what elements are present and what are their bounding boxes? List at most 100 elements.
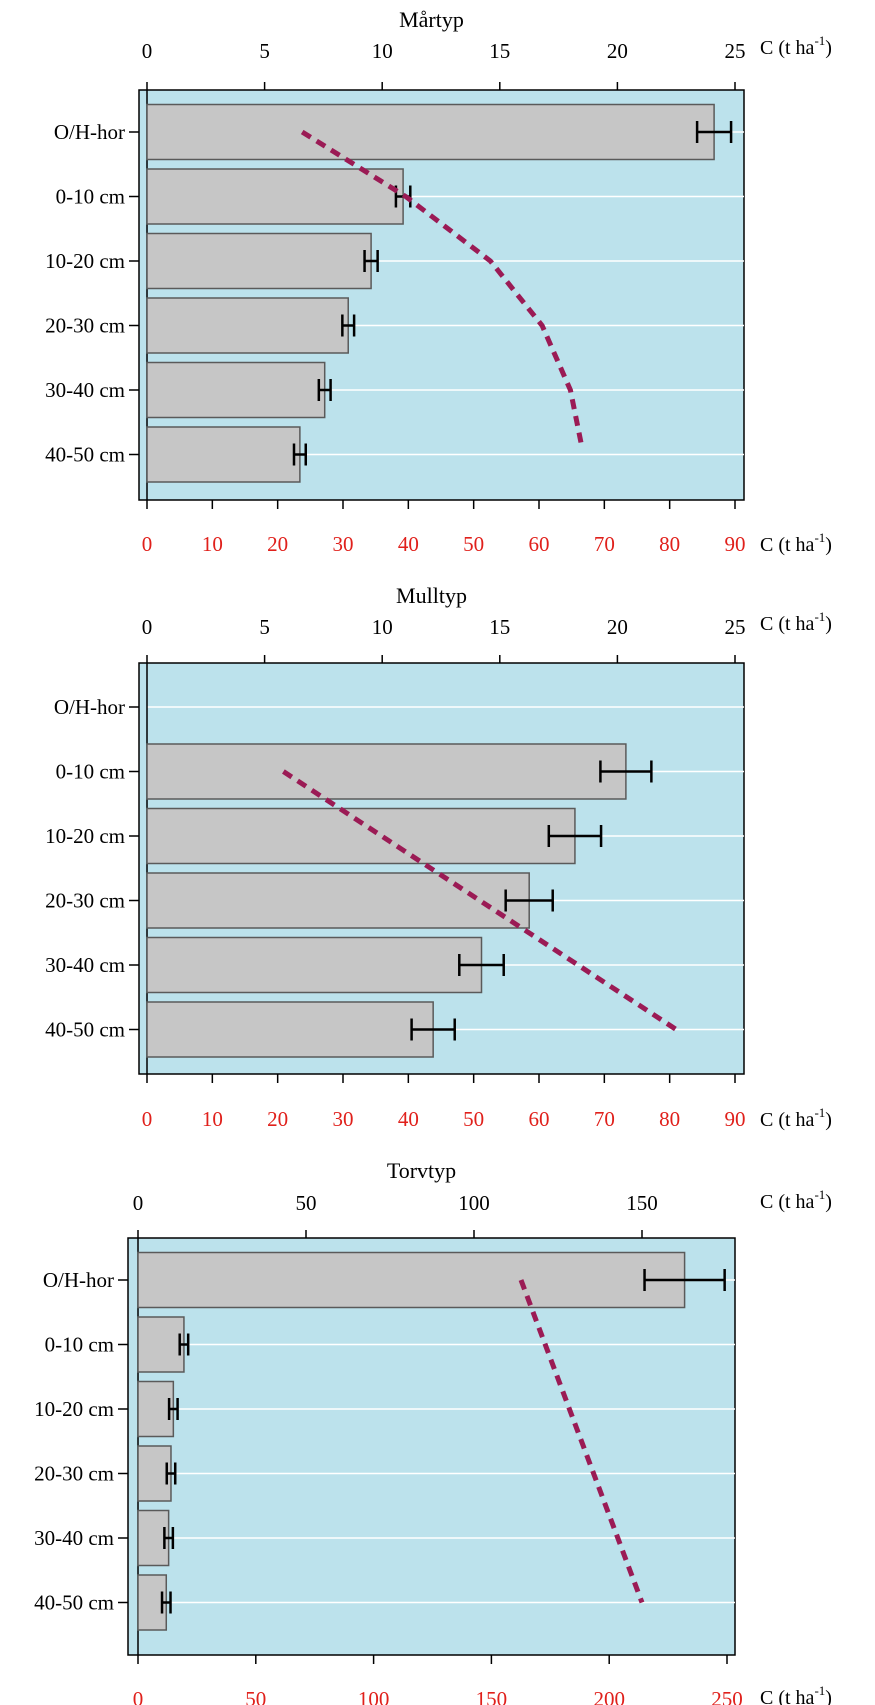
top-tick-label: 20 — [607, 39, 628, 63]
error-bar — [163, 1527, 175, 1549]
bottom-tick-label: 90 — [725, 532, 746, 556]
bar — [146, 936, 483, 994]
top-tick-label: 25 — [725, 615, 746, 639]
top-axis-title-text: C (t ha — [760, 37, 815, 59]
bar — [146, 426, 301, 483]
trend-line — [282, 769, 678, 1032]
trend-line — [518, 1279, 645, 1604]
category-label: 20-30 cm — [45, 314, 125, 338]
bar — [146, 168, 404, 225]
error-bar — [410, 1018, 456, 1041]
category-label: 20-30 cm — [34, 1462, 114, 1486]
category-label: 30-40 cm — [34, 1526, 114, 1550]
bottom-axis-title-sup: -1 — [814, 1105, 825, 1120]
bottom-tick-label: 80 — [659, 1107, 680, 1131]
bottom-tick-label: 70 — [594, 1107, 615, 1131]
bottom-axis-title-sup: -1 — [814, 1683, 825, 1698]
category-label: 10-20 cm — [45, 249, 125, 273]
category-label: 40-50 cm — [45, 1018, 125, 1042]
bottom-tick-label: 100 — [358, 1687, 390, 1705]
bottom-tick-label: 40 — [398, 532, 419, 556]
top-axis-title-sup: -1 — [814, 1187, 825, 1202]
top-tick-label: 150 — [626, 1191, 658, 1215]
bottom-tick-label: 0 — [142, 532, 153, 556]
bottom-tick-label: 60 — [529, 1107, 550, 1131]
top-tick-label: 50 — [296, 1191, 317, 1215]
top-tick-label: 10 — [372, 39, 393, 63]
top-tick-label: 0 — [142, 39, 153, 63]
error-bar — [165, 1462, 177, 1485]
category-label: O/H-hor — [54, 695, 125, 719]
bottom-axis-title: C (t ha-1) — [760, 1683, 832, 1705]
bottom-axis-title-sup: -1 — [814, 530, 825, 545]
chart-title: Torvtyp — [387, 1158, 456, 1183]
bottom-axis-title-text: C (t ha — [760, 1687, 815, 1705]
top-tick-label: 5 — [259, 39, 270, 63]
error-bar — [341, 314, 356, 337]
bottom-tick-label: 20 — [267, 1107, 288, 1131]
error-bar — [178, 1333, 190, 1356]
error-bar — [547, 825, 603, 847]
top-tick-label: 5 — [259, 615, 270, 639]
bottom-tick-label: 0 — [133, 1687, 144, 1705]
category-label: 30-40 cm — [45, 378, 125, 402]
category-label: 0-10 cm — [45, 1333, 114, 1357]
bar — [146, 807, 576, 865]
top-axis-title-end: ) — [825, 37, 832, 59]
error-bar — [458, 954, 505, 976]
bottom-tick-label: 200 — [593, 1687, 625, 1705]
error-bar — [363, 250, 379, 272]
bottom-tick-label: 20 — [267, 532, 288, 556]
trend-line — [300, 129, 585, 449]
category-label: 40-50 cm — [45, 443, 125, 467]
top-axis-title: C (t ha-1) — [760, 1187, 832, 1213]
top-tick-label: 15 — [489, 39, 510, 63]
bottom-tick-label: 80 — [659, 532, 680, 556]
category-label: O/H-hor — [54, 120, 125, 144]
category-label: 10-20 cm — [45, 824, 125, 848]
category-label: 20-30 cm — [45, 889, 125, 913]
chart-title: Mulltyp — [396, 583, 467, 608]
top-tick-label: 0 — [133, 1191, 144, 1215]
bar — [146, 103, 715, 161]
category-label: 30-40 cm — [45, 953, 125, 977]
bottom-tick-label: 10 — [202, 532, 223, 556]
top-axis-title-sup: -1 — [814, 609, 825, 624]
bar — [137, 1316, 185, 1373]
error-bar — [599, 760, 653, 783]
error-bar — [695, 121, 733, 143]
bottom-tick-label: 60 — [529, 532, 550, 556]
bottom-tick-label: 50 — [245, 1687, 266, 1705]
bottom-tick-label: 30 — [333, 532, 354, 556]
top-axis-title: C (t ha-1) — [760, 609, 832, 635]
top-tick-label: 25 — [725, 39, 746, 63]
error-bar — [317, 379, 332, 401]
error-bar — [167, 1398, 179, 1420]
top-axis-title-text: C (t ha — [760, 1191, 815, 1213]
top-axis-title-end: ) — [825, 1191, 832, 1213]
bottom-tick-label: 0 — [142, 1107, 153, 1131]
top-axis-title-sup: -1 — [814, 33, 825, 48]
category-label: 40-50 cm — [34, 1591, 114, 1615]
bottom-tick-label: 250 — [711, 1687, 743, 1705]
bar — [137, 1251, 686, 1309]
bottom-tick-label: 70 — [594, 532, 615, 556]
top-axis-title: C (t ha-1) — [760, 33, 832, 59]
bottom-tick-label: 90 — [725, 1107, 746, 1131]
chart-panel-3: Torvtyp O/H-hor 0-10 cm 10-20 cm 20-30 cm 30-… — [34, 1158, 832, 1705]
top-tick-label: 15 — [489, 615, 510, 639]
bar — [146, 361, 326, 419]
error-bar — [292, 443, 308, 466]
error-bar — [643, 1269, 726, 1291]
category-label: O/H-hor — [43, 1268, 114, 1292]
chart-panel-1: Mårtyp O/H-hor 0-10 cm 10-20 cm 20-30 cm 30-4… — [45, 7, 832, 556]
bar — [146, 297, 349, 354]
bottom-tick-label: 30 — [333, 1107, 354, 1131]
top-axis-title-text: C (t ha — [760, 613, 815, 635]
bottom-tick-label: 150 — [476, 1687, 508, 1705]
chart-title: Mårtyp — [399, 7, 464, 32]
bar — [146, 743, 627, 800]
category-label: 10-20 cm — [34, 1397, 114, 1421]
